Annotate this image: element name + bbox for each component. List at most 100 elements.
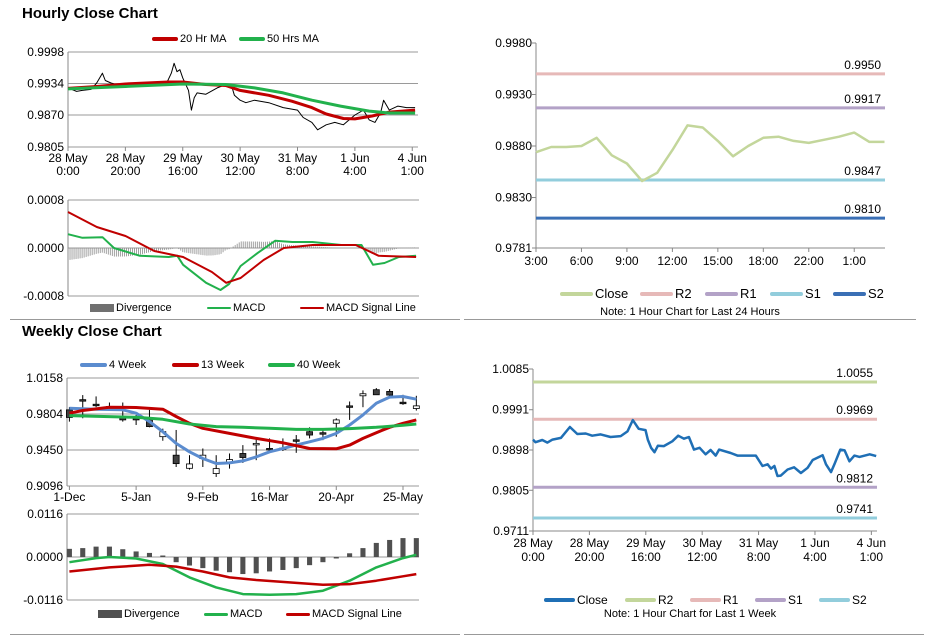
divergence-bar [66,548,72,557]
divergence-bar [200,557,206,569]
level-label-r2: 0.9950 [844,58,881,72]
divergence-bar [213,557,219,571]
x-tick-label: 8:00 [286,164,310,178]
x-tick-label: 12:00 [687,550,717,564]
candle-body [412,405,420,409]
chart-hm: 0.0008 0.0000 -0.0008 [23,193,419,303]
candle-body [346,405,354,408]
x-tick-label: 12:00 [225,164,255,178]
divergence-bar [253,557,259,574]
divider [464,319,916,320]
y-tick-label: 0.0116 [27,507,63,521]
x-tick-label: 9:00 [615,254,639,268]
x-tick-label: 16:00 [631,550,661,564]
legend-label: Close [595,286,629,301]
x-tick-label: 4:00 [343,164,367,178]
x-tick-label: 22:00 [794,254,824,268]
y-tick-label: 0.0008 [27,193,64,207]
x-tick-label: 31 May [739,536,778,550]
x-tick-label: 12:00 [657,254,687,268]
series-line-13-week [69,405,417,451]
divergence-bar [133,551,139,557]
legend-swatch [300,307,324,309]
legend-swatch [239,37,265,41]
legend-label: MACD [233,302,266,314]
legend-swatch [268,363,295,367]
y-tick-label: 1.0085 [492,362,529,376]
candle-body [332,419,340,424]
divergence-bar [293,557,299,569]
series-line-20-hr-ma [67,80,416,121]
divergence-bar [400,538,406,557]
legend-label: MACD Signal Line [312,608,402,620]
legend-label: Close [577,593,608,607]
legend-label: R1 [740,286,757,301]
legend-macd: MACD [207,302,265,314]
y-tick-label: 0.9711 [493,524,529,538]
x-tick-label: 25-May [383,490,423,504]
legend-swatch [207,307,231,309]
y-tick-label: -0.0116 [23,593,63,607]
x-tick-label: 28 May [513,536,552,550]
legend-swatch [640,291,673,296]
x-tick-label: 20-Apr [318,490,354,504]
legend-swatch [98,610,122,618]
legend-13-week: 13 Week [172,359,244,371]
weekly-chart-title: Weekly Close Chart [22,323,162,340]
series-line-macd-signal-line [69,563,417,587]
chart-wm: 0.0116 0.0000 -0.0116 [23,507,419,607]
candle-body [172,454,180,465]
legend-swatch [172,363,199,367]
level-label-s1: 0.9847 [844,164,881,178]
candle-body [92,403,100,407]
y-tick-label: -0.0008 [23,289,64,303]
x-tick-label: 28 May [570,536,609,550]
legend-label: R2 [658,593,674,607]
candle-body [292,439,300,442]
x-tick-label: 1:00 [843,254,867,268]
legend-swatch [90,304,114,312]
x-tick-label: 28 May [48,151,87,165]
y-tick-label: 0.9830 [495,191,532,205]
weekly-note: Note: 1 Hour Chart for Last 1 Week [603,608,777,620]
y-tick-label: 0.9781 [495,241,532,255]
level-label-r2: 1.0055 [836,366,873,380]
legend-label: S1 [788,593,803,607]
divergence-bar [373,542,379,557]
x-tick-label: 6:00 [570,254,594,268]
legend-swatch [544,598,575,602]
x-tick-label: 3:00 [524,254,548,268]
divergence-bar [280,557,286,570]
x-tick-label: 1:00 [860,550,884,564]
legend-macd-signal: MACD Signal Line [286,608,402,620]
legend-close: Close [560,286,628,301]
candle-body [79,399,87,402]
legend-label: 20 Hr MA [180,33,227,45]
x-tick-label: 4 Jun [398,151,427,165]
divergence-bar [240,557,246,575]
x-tick-label: 16-Mar [251,490,289,504]
candle-body [239,453,247,458]
x-tick-label: 20:00 [574,550,604,564]
legend-label: Divergence [116,302,172,314]
y-tick-label: 0.9870 [27,108,64,122]
divergence-bar [360,548,366,557]
y-tick-label: 0.9805 [492,483,529,497]
legend-swatch [204,612,228,616]
divergence-bar [146,552,152,557]
legend-macd: MACD [204,608,262,620]
legend-swatch [286,612,310,616]
legend-50hrs-ma: 50 Hrs MA [239,33,319,45]
y-tick-label: 0.9898 [492,443,529,457]
legend-swatch [80,363,107,367]
hourly-note: Note: 1 Hour Chart for Last 24 Hours [600,306,780,318]
candle-body [359,393,367,397]
legend-swatch [625,598,656,602]
divergence-bar [120,549,126,557]
series-line-macd [67,233,417,291]
legend-label: Divergence [124,608,180,620]
level-label-r1: 0.9969 [836,403,873,417]
legend-r1: R1 [690,593,738,607]
